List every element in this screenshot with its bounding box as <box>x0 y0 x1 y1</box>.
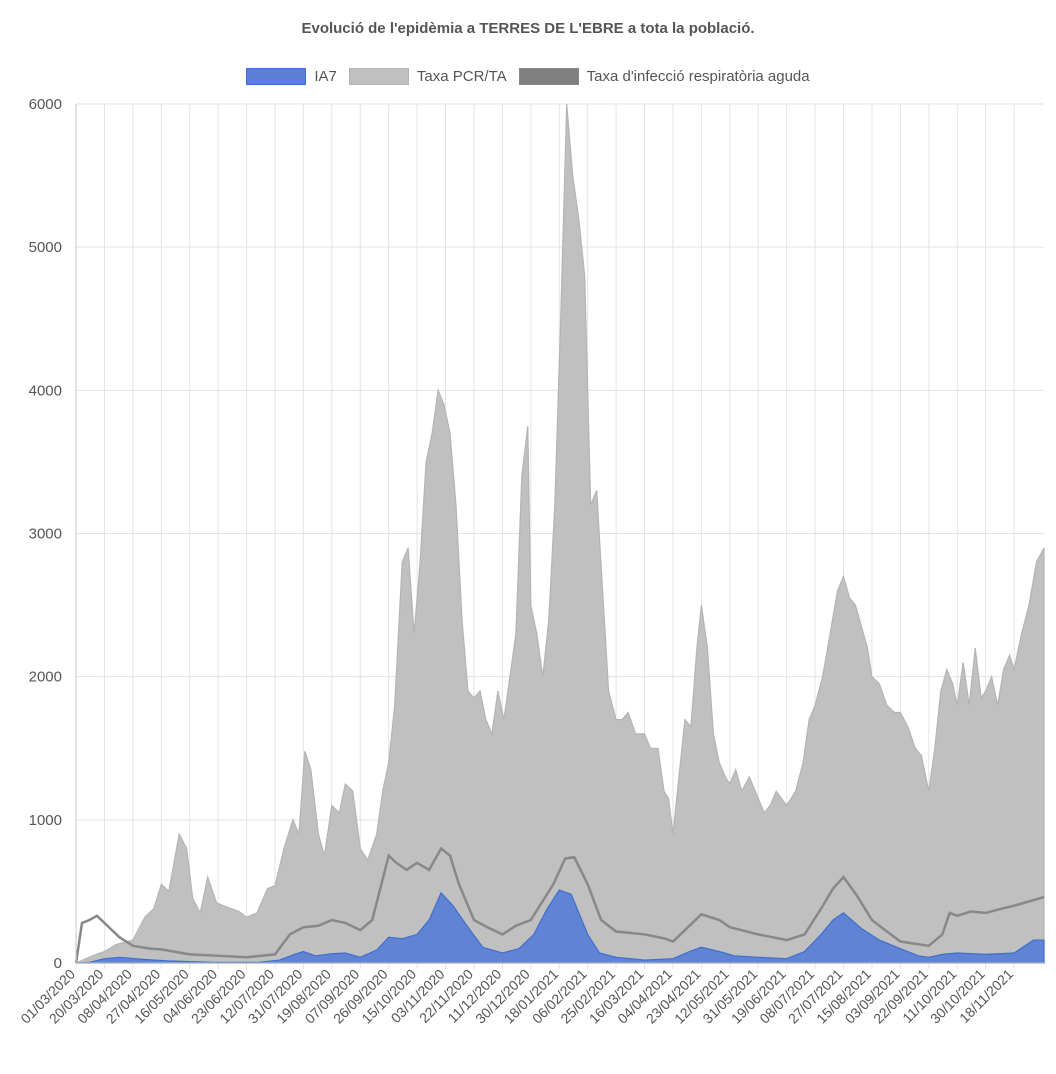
legend-swatch <box>246 68 307 85</box>
series-area-0 <box>75 889 1045 964</box>
chart-title: Evolució de l'epidèmia a TERRES DE L'EBR… <box>301 20 755 37</box>
legend-label: Taxa PCR/TA <box>416 68 507 85</box>
y-tick-label: 0 <box>54 955 62 972</box>
legend-label: IA7 <box>314 68 337 85</box>
y-tick-labels: 0 1000 2000 3000 4000 5000 6000 <box>29 96 62 972</box>
y-tick-label: 5000 <box>29 239 62 256</box>
series-layer <box>74 103 1045 964</box>
y-tick-label: 1000 <box>29 812 62 829</box>
y-tick-label: 3000 <box>29 526 62 543</box>
series-line-2 <box>74 846 1045 964</box>
legend-swatch <box>348 68 409 85</box>
legend-item-1[interactable]: Taxa PCR/TA <box>348 68 507 85</box>
y-tick-label: 2000 <box>29 669 62 686</box>
legend: IA7 Taxa PCR/TA Taxa d'infecció respiratòr… <box>0 68 1056 85</box>
legend-label: Taxa d'infecció respiratòria aguda <box>586 68 810 85</box>
x-tick-labels: 01/03/202020/03/202008/04/202027/04/2020… <box>17 966 1016 1027</box>
series-area-1 <box>75 103 1045 964</box>
legend-swatch <box>518 68 579 85</box>
legend-item-0[interactable]: IA7 <box>246 68 337 85</box>
y-tick-label: 6000 <box>29 96 62 113</box>
axes <box>75 104 1044 964</box>
y-tick-label: 4000 <box>29 382 62 399</box>
legend-item-2[interactable]: Taxa d'infecció respiratòria aguda <box>518 68 810 85</box>
